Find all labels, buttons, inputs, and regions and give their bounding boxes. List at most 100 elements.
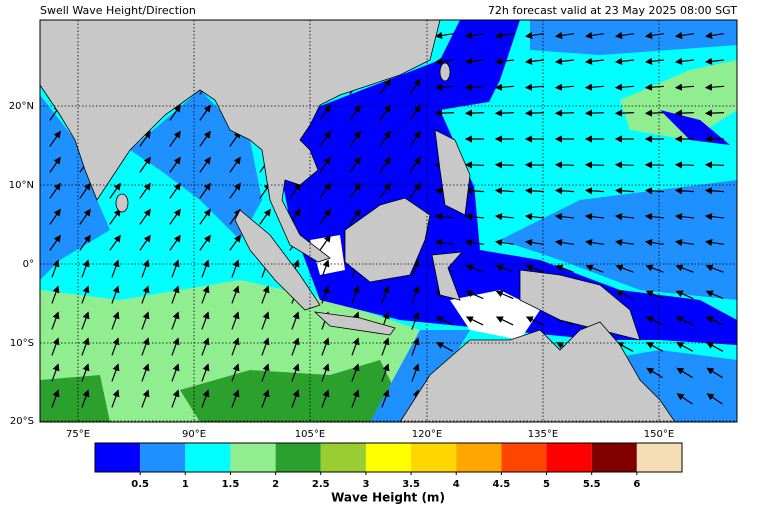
- swell-arrow: [351, 389, 360, 408]
- colorbar-label: Wave Height (m): [331, 491, 445, 505]
- swell-arrow: [379, 156, 391, 173]
- swell-arrow: [614, 187, 635, 195]
- swell-arrow: [494, 187, 515, 195]
- lat-label: 20°S: [10, 416, 34, 427]
- swell-arrow: [229, 156, 241, 173]
- swell-arrow: [434, 57, 455, 65]
- swell-arrow: [494, 213, 515, 221]
- swell-arrow: [525, 316, 544, 326]
- swell-arrow: [231, 259, 240, 278]
- swell-arrow: [139, 182, 151, 199]
- colorbar-swatch: [365, 443, 412, 472]
- swell-arrow: [704, 187, 725, 195]
- graticule: [40, 20, 737, 422]
- colorbar-swatch: [320, 443, 366, 472]
- swell-arrow: [674, 31, 694, 39]
- swell-arrow: [199, 130, 211, 147]
- swell-arrow: [676, 367, 694, 379]
- swell-arrow: [409, 182, 421, 199]
- swell-arrow: [554, 239, 574, 247]
- swell-arrow: [644, 109, 665, 117]
- swell-arrow: [291, 363, 300, 382]
- swell-arrow: [111, 337, 120, 356]
- swell-arrow: [139, 208, 151, 225]
- swell-arrow: [231, 337, 240, 356]
- swell-arrow: [109, 208, 121, 225]
- colorbar-swatch: [636, 443, 682, 472]
- valid-time: 72h forecast valid at 23 May 2025 08:00 …: [488, 4, 737, 17]
- swell-arrow: [139, 156, 151, 173]
- swell-arrow: [201, 363, 210, 382]
- swell-arrow: [554, 213, 575, 221]
- swell-arrow: [351, 337, 360, 356]
- swell-arrow: [169, 130, 181, 147]
- swell-arrow: [644, 187, 665, 195]
- swell-arrow: [554, 83, 575, 91]
- swell-arrow: [81, 363, 90, 382]
- swell-arrow: [199, 234, 211, 251]
- swell-arrow: [379, 104, 391, 121]
- swell-arrow: [554, 161, 575, 169]
- swell-arrow: [319, 234, 331, 251]
- swell-arrow: [584, 213, 605, 221]
- swell-arrow: [141, 311, 150, 330]
- swell-arrow: [379, 130, 391, 147]
- colorbar-tick-label: 1.5: [222, 479, 240, 490]
- swell-arrow: [525, 264, 544, 273]
- swell-arrow: [464, 57, 485, 65]
- swell-arrow: [464, 83, 485, 91]
- colorbar-tick-label: 6: [633, 479, 640, 490]
- swell-arrow: [411, 363, 420, 382]
- swell-arrow: [229, 234, 241, 251]
- swell-arrow: [351, 363, 360, 382]
- colorbar-tick-label: 3.5: [402, 479, 420, 490]
- swell-arrow: [51, 363, 60, 382]
- swell-arrow: [434, 239, 454, 247]
- swell-arrow: [321, 285, 330, 304]
- swell-arrow: [494, 161, 515, 169]
- swell-arrow: [706, 367, 724, 379]
- swell-arrow: [141, 259, 150, 278]
- colorbar-swatch: [230, 443, 276, 472]
- colorbar-tick-label: 3: [362, 479, 369, 490]
- colorbar-tick-label: 5.5: [583, 479, 601, 490]
- swell-arrow: [614, 83, 635, 91]
- swell-arrow: [291, 389, 300, 408]
- swell-arrow: [199, 156, 211, 173]
- swell-arrow: [381, 389, 390, 408]
- lon-label: 105°E: [295, 429, 325, 440]
- swell-arrow: [169, 156, 181, 173]
- swell-arrow: [379, 182, 391, 199]
- swell-arrow: [49, 182, 61, 199]
- swell-arrow: [321, 337, 330, 356]
- swell-arrow: [524, 239, 544, 247]
- swell-arrow: [381, 363, 390, 382]
- swell-arrow: [704, 213, 725, 221]
- swell-arrow: [81, 285, 90, 304]
- swell-arrow: [584, 187, 605, 195]
- swell-arrow: [674, 161, 695, 169]
- swell-arrow: [614, 31, 634, 39]
- lon-label: 90°E: [182, 429, 206, 440]
- swell-arrow: [706, 342, 724, 352]
- swell-arrow: [109, 182, 121, 199]
- swell-arrow: [584, 109, 605, 117]
- swell-arrow: [524, 187, 545, 195]
- swell-arrow: [141, 337, 150, 356]
- swell-arrow: [79, 208, 91, 225]
- swell-arrow: [584, 57, 605, 65]
- swell-arrow: [554, 57, 575, 65]
- colorbar-swatch: [140, 443, 186, 472]
- swell-arrow: [349, 104, 361, 121]
- swell-arrow: [645, 264, 664, 273]
- colorbar-swatch: [411, 443, 457, 472]
- swell-arrow: [51, 285, 60, 304]
- swell-arrow: [291, 311, 300, 330]
- swell-arrow: [171, 285, 180, 304]
- swell-arrow: [171, 311, 180, 330]
- swell-arrow: [554, 109, 575, 117]
- colorbar-frame: [94, 442, 683, 473]
- swell-arrow: [409, 78, 421, 95]
- swell-arrow: [351, 285, 360, 304]
- swell-arrow: [381, 337, 390, 356]
